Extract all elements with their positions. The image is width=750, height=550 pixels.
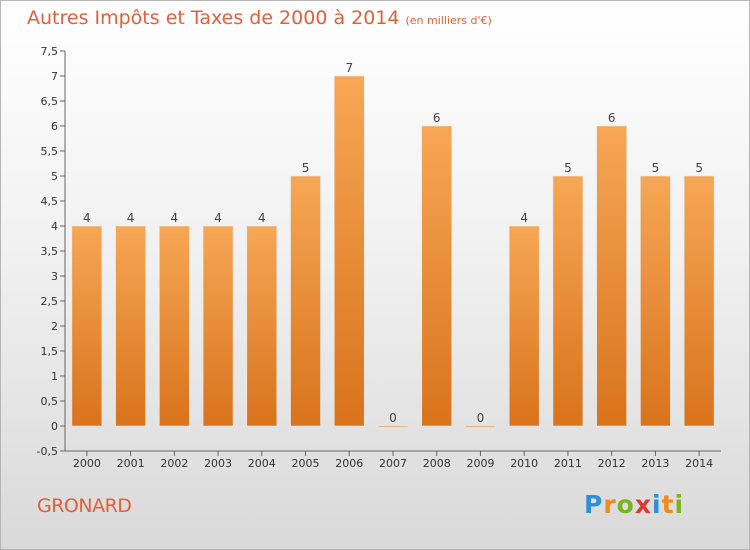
logo-letter: t xyxy=(661,490,675,519)
y-tick-label: 2 xyxy=(51,320,58,333)
y-axis: -0,5 0 0,5 1 1,5 2 2,5 3 3,5 4 4,5 5 5,5 6 6,5 7 7,5 xyxy=(37,45,66,458)
x-tick-label: 2013 xyxy=(641,457,669,470)
data-label: 4 xyxy=(214,211,222,225)
data-label: 6 xyxy=(433,111,441,125)
x-tick-label: 2002 xyxy=(160,457,188,470)
bar xyxy=(421,125,453,427)
logo-letter: x xyxy=(634,490,652,519)
chart-title-text: Autres Impôts et Taxes de 2000 à 2014 xyxy=(27,7,400,29)
bar xyxy=(246,225,278,427)
y-tick-label: 0 xyxy=(51,420,58,433)
bar xyxy=(552,175,584,427)
bar xyxy=(159,225,190,427)
x-tick-label: 2004 xyxy=(248,457,276,470)
x-tick-label: 2000 xyxy=(73,457,101,470)
data-label: 4 xyxy=(258,211,266,225)
logo-letter: i xyxy=(652,490,662,519)
x-tick-label: 2008 xyxy=(423,457,451,470)
data-label: 5 xyxy=(695,161,703,175)
y-tick-label: 6 xyxy=(51,120,58,133)
y-tick-label: 3 xyxy=(51,270,58,283)
data-label: 4 xyxy=(127,211,135,225)
x-tick-label: 2007 xyxy=(379,457,407,470)
bar xyxy=(640,175,671,427)
y-tick-label: 6,5 xyxy=(41,95,59,108)
y-tick-label: 1 xyxy=(51,370,58,383)
bar xyxy=(377,425,409,428)
y-tick-label: 0,5 xyxy=(41,395,59,408)
y-tick-label: 4 xyxy=(51,220,58,233)
x-tick-label: 2005 xyxy=(292,457,320,470)
data-label: 5 xyxy=(564,161,572,175)
x-tick-label: 2006 xyxy=(335,457,363,470)
data-label: 5 xyxy=(652,161,660,175)
x-tick-label: 2009 xyxy=(466,457,494,470)
x-tick-label: 2011 xyxy=(554,457,582,470)
y-tick-label: 3,5 xyxy=(41,245,59,258)
logo-letter: P xyxy=(584,490,604,519)
y-tick-label: 4,5 xyxy=(41,195,59,208)
data-label: 6 xyxy=(608,111,616,125)
data-label: 4 xyxy=(520,211,528,225)
bar xyxy=(115,225,146,427)
data-labels: 4 4 4 4 4 5 7 0 6 0 4 5 6 5 5 xyxy=(83,61,703,425)
data-label: 0 xyxy=(477,411,485,425)
bar xyxy=(508,225,540,427)
logo-letter: r xyxy=(603,490,617,519)
x-tick-label: 2010 xyxy=(510,457,538,470)
bar xyxy=(596,125,627,427)
x-tick-label: 2012 xyxy=(598,457,626,470)
y-tick-label: 1,5 xyxy=(41,345,59,358)
data-label: 5 xyxy=(302,161,310,175)
bar xyxy=(71,225,103,427)
y-tick-label: -0,5 xyxy=(37,445,58,458)
data-label: 7 xyxy=(345,61,353,75)
logo-letter: o xyxy=(616,490,635,519)
x-tick-label: 2014 xyxy=(685,457,713,470)
data-label: 0 xyxy=(389,411,397,425)
chart-title: Autres Impôts et Taxes de 2000 à 2014 (en… xyxy=(27,7,492,29)
data-label: 4 xyxy=(83,211,91,225)
y-tick-label: 5 xyxy=(51,170,58,183)
x-tick-label: 2001 xyxy=(117,457,145,470)
chart-unit-note: (en milliers d'€) xyxy=(405,14,492,27)
y-tick-label: 5,5 xyxy=(41,145,59,158)
bar xyxy=(333,75,365,427)
y-tick-label: 7 xyxy=(51,70,58,83)
bars xyxy=(71,75,715,428)
x-axis: 2000 2001 2002 2003 2004 2005 2006 2007 2008 2009… xyxy=(65,450,721,470)
logo-letter: i xyxy=(674,490,685,519)
x-tick-label: 2003 xyxy=(204,457,232,470)
proxiti-logo: Proxiti xyxy=(584,490,684,519)
bar xyxy=(290,175,321,427)
data-label: 4 xyxy=(171,211,179,225)
bar xyxy=(202,225,234,427)
y-tick-label: 7,5 xyxy=(41,45,59,58)
place-name: GRONARD xyxy=(37,495,132,517)
bar xyxy=(683,175,715,427)
bar xyxy=(465,425,496,428)
y-tick-label: 2,5 xyxy=(41,295,59,308)
